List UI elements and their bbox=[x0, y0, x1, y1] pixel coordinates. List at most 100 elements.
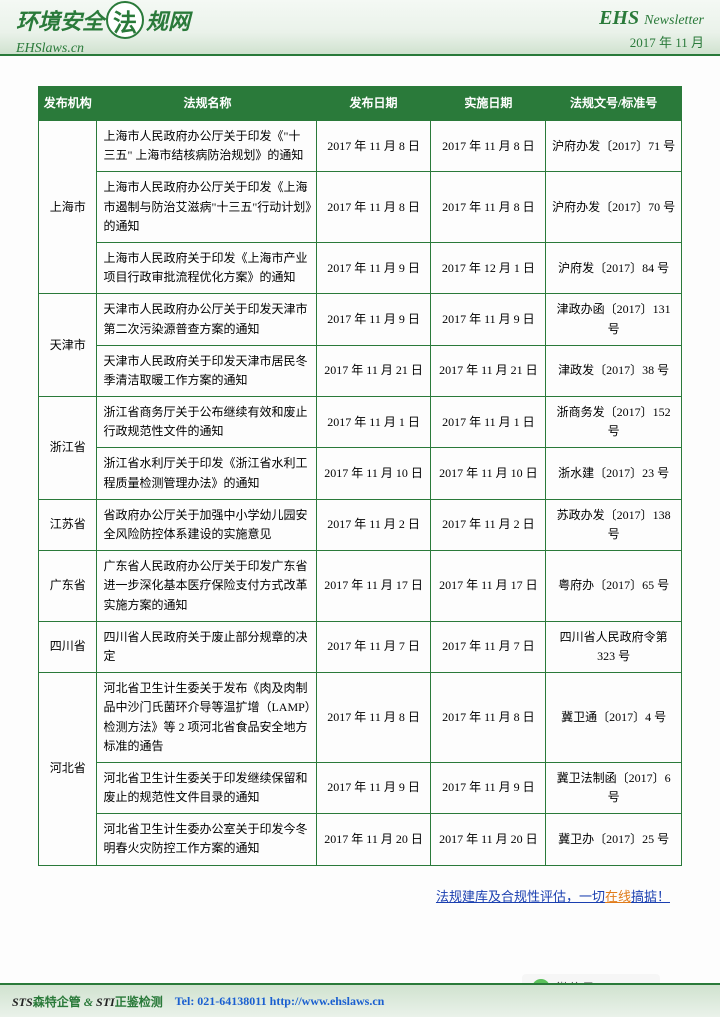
cell-eff-date: 2017 年 11 月 21 日 bbox=[431, 345, 546, 396]
cell-eff-date: 2017 年 11 月 10 日 bbox=[431, 448, 546, 499]
cell-org: 天津市 bbox=[39, 294, 97, 397]
cell-pub-date: 2017 年 11 月 9 日 bbox=[316, 762, 431, 813]
cell-eff-date: 2017 年 11 月 8 日 bbox=[431, 673, 546, 763]
cell-name: 上海市人民政府办公厅关于印发《"十三五" 上海市结核病防治规划》的通知 bbox=[97, 121, 316, 172]
cell-org: 江苏省 bbox=[39, 499, 97, 550]
cell-pub-date: 2017 年 11 月 17 日 bbox=[316, 551, 431, 622]
cell-doc-no: 沪府发〔2017〕84 号 bbox=[546, 242, 682, 293]
th-pub: 发布日期 bbox=[316, 87, 431, 121]
footer-amp: & bbox=[84, 995, 93, 1009]
logo-circle: 法 bbox=[106, 1, 144, 39]
table-row: 广东省广东省人民政府办公厅关于印发广东省进一步深化基本医疗保险支付方式改革实施方… bbox=[39, 551, 682, 622]
cell-eff-date: 2017 年 11 月 17 日 bbox=[431, 551, 546, 622]
th-org: 发布机构 bbox=[39, 87, 97, 121]
cell-doc-no: 浙水建〔2017〕23 号 bbox=[546, 448, 682, 499]
cell-pub-date: 2017 年 11 月 8 日 bbox=[316, 673, 431, 763]
logo-suffix: 规网 bbox=[146, 4, 190, 36]
table-row: 河北省卫生计生委关于印发继续保留和废止的规范性文件目录的通知2017 年 11 … bbox=[39, 762, 682, 813]
cell-name: 四川省人民政府关于废止部分规章的决定 bbox=[97, 621, 316, 672]
cell-doc-no: 冀卫通〔2017〕4 号 bbox=[546, 673, 682, 763]
cell-pub-date: 2017 年 11 月 7 日 bbox=[316, 621, 431, 672]
logo-subtitle: EHSlaws.cn bbox=[16, 41, 190, 57]
cell-pub-date: 2017 年 11 月 8 日 bbox=[316, 172, 431, 243]
table-row: 河北省卫生计生委办公室关于印发今冬明春火灾防控工作方案的通知2017 年 11 … bbox=[39, 814, 682, 865]
footer-left: STS森特企管 & STI正鉴检测 bbox=[12, 993, 163, 1010]
cell-name: 浙江省水利厅关于印发《浙江省水利工程质量检测管理办法》的通知 bbox=[97, 448, 316, 499]
cell-org: 浙江省 bbox=[39, 397, 97, 500]
cell-doc-no: 津政发〔2017〕38 号 bbox=[546, 345, 682, 396]
ehs-text: EHS bbox=[599, 7, 639, 29]
cell-doc-no: 粤府办〔2017〕65 号 bbox=[546, 551, 682, 622]
cell-eff-date: 2017 年 11 月 1 日 bbox=[431, 397, 546, 448]
cell-org: 上海市 bbox=[39, 121, 97, 294]
table-row: 上海市人民政府办公厅关于印发《上海市遏制与防治艾滋病"十三五"行动计划》的通知2… bbox=[39, 172, 682, 243]
bottom-link[interactable]: 法规建库及合规性评估，一切在线搞掂！ bbox=[0, 866, 720, 905]
footer-sti: STI bbox=[96, 995, 115, 1009]
newsletter-text: Newsletter bbox=[644, 13, 704, 28]
cell-name: 上海市人民政府办公厅关于印发《上海市遏制与防治艾滋病"十三五"行动计划》的通知 bbox=[97, 172, 316, 243]
table-body: 上海市上海市人民政府办公厅关于印发《"十三五" 上海市结核病防治规划》的通知20… bbox=[39, 121, 682, 866]
cell-doc-no: 沪府办发〔2017〕70 号 bbox=[546, 172, 682, 243]
cell-pub-date: 2017 年 11 月 9 日 bbox=[316, 294, 431, 345]
cell-pub-date: 2017 年 11 月 20 日 bbox=[316, 814, 431, 865]
cell-name: 天津市人民政府关于印发天津市居民冬季清洁取暖工作方案的通知 bbox=[97, 345, 316, 396]
cell-eff-date: 2017 年 11 月 9 日 bbox=[431, 294, 546, 345]
table-row: 江苏省省政府办公厅关于加强中小学幼儿园安全风险防控体系建设的实施意见2017 年… bbox=[39, 499, 682, 550]
th-name: 法规名称 bbox=[97, 87, 316, 121]
cell-pub-date: 2017 年 11 月 21 日 bbox=[316, 345, 431, 396]
table-row: 上海市上海市人民政府办公厅关于印发《"十三五" 上海市结核病防治规划》的通知20… bbox=[39, 121, 682, 172]
cell-name: 上海市人民政府关于印发《上海市产业项目行政审批流程优化方案》的通知 bbox=[97, 242, 316, 293]
newsletter-date: 2017 年 11 月 bbox=[599, 32, 704, 51]
table-row: 天津市人民政府关于印发天津市居民冬季清洁取暖工作方案的通知2017 年 11 月… bbox=[39, 345, 682, 396]
cell-org: 河北省 bbox=[39, 673, 97, 866]
cell-doc-no: 津政办函〔2017〕131 号 bbox=[546, 294, 682, 345]
cell-eff-date: 2017 年 11 月 9 日 bbox=[431, 762, 546, 813]
cell-name: 广东省人民政府办公厅关于印发广东省进一步深化基本医疗保险支付方式改革实施方案的通… bbox=[97, 551, 316, 622]
cell-name: 河北省卫生计生委关于印发继续保留和废止的规范性文件目录的通知 bbox=[97, 762, 316, 813]
cell-eff-date: 2017 年 11 月 8 日 bbox=[431, 172, 546, 243]
footer-sti-cn: 正鉴检测 bbox=[115, 995, 163, 1009]
cell-pub-date: 2017 年 11 月 10 日 bbox=[316, 448, 431, 499]
cell-eff-date: 2017 年 11 月 7 日 bbox=[431, 621, 546, 672]
cell-name: 天津市人民政府办公厅关于印发天津市第二次污染源普查方案的通知 bbox=[97, 294, 316, 345]
content-area: 发布机构 法规名称 发布日期 实施日期 法规文号/标准号 上海市上海市人民政府办… bbox=[0, 56, 720, 866]
cell-pub-date: 2017 年 11 月 1 日 bbox=[316, 397, 431, 448]
table-row: 上海市人民政府关于印发《上海市产业项目行政审批流程优化方案》的通知 2017 年 … bbox=[39, 242, 682, 293]
table-header-row: 发布机构 法规名称 发布日期 实施日期 法规文号/标准号 bbox=[39, 87, 682, 121]
bottom-t1: 法规建库及合规性评估，一切 bbox=[436, 889, 605, 904]
th-eff: 实施日期 bbox=[431, 87, 546, 121]
page-footer: STS森特企管 & STI正鉴检测 Tel: 021-64138011 http… bbox=[0, 983, 720, 1017]
cell-org: 广东省 bbox=[39, 551, 97, 622]
logo-prefix: 环境安全 bbox=[16, 4, 104, 36]
footer-sts-cn: 森特企管 bbox=[33, 995, 81, 1009]
regulations-table: 发布机构 法规名称 发布日期 实施日期 法规文号/标准号 上海市上海市人民政府办… bbox=[38, 86, 682, 866]
logo-title: 环境安全 法 规网 bbox=[16, 1, 190, 39]
cell-name: 河北省卫生计生委关于发布《肉及肉制品中沙门氏菌环介导等温扩增（LAMP）检测方法… bbox=[97, 673, 316, 763]
logo-block: 环境安全 法 规网 EHSlaws.cn bbox=[16, 1, 190, 57]
cell-doc-no: 冀卫办〔2017〕25 号 bbox=[546, 814, 682, 865]
header-right: EHS Newsletter 2017 年 11 月 bbox=[599, 7, 704, 51]
cell-name: 河北省卫生计生委办公室关于印发今冬明春火灾防控工作方案的通知 bbox=[97, 814, 316, 865]
footer-sts: STS bbox=[12, 995, 33, 1009]
cell-eff-date: 2017 年 11 月 2 日 bbox=[431, 499, 546, 550]
cell-doc-no: 浙商务发〔2017〕152 号 bbox=[546, 397, 682, 448]
table-row: 河北省河北省卫生计生委关于发布《肉及肉制品中沙门氏菌环介导等温扩增（LAMP）检… bbox=[39, 673, 682, 763]
th-doc: 法规文号/标准号 bbox=[546, 87, 682, 121]
cell-eff-date: 2017 年 11 月 20 日 bbox=[431, 814, 546, 865]
page-header: 环境安全 法 规网 EHSlaws.cn EHS Newsletter 2017… bbox=[0, 0, 720, 56]
cell-name: 省政府办公厅关于加强中小学幼儿园安全风险防控体系建设的实施意见 bbox=[97, 499, 316, 550]
table-row: 天津市天津市人民政府办公厅关于印发天津市第二次污染源普查方案的通知2017 年 … bbox=[39, 294, 682, 345]
cell-doc-no: 四川省人民政府令第 323 号 bbox=[546, 621, 682, 672]
cell-name: 浙江省商务厅关于公布继续有效和废止行政规范性文件的通知 bbox=[97, 397, 316, 448]
cell-doc-no: 冀卫法制函〔2017〕6 号 bbox=[546, 762, 682, 813]
bottom-t2: 在线 bbox=[605, 889, 631, 904]
newsletter-title: EHS Newsletter bbox=[599, 7, 704, 30]
cell-pub-date: 2017 年 11 月 2 日 bbox=[316, 499, 431, 550]
cell-eff-date: 2017 年 11 月 8 日 bbox=[431, 121, 546, 172]
cell-eff-date: 2017 年 12 月 1 日 bbox=[431, 242, 546, 293]
cell-pub-date: 2017 年 11 月 8 日 bbox=[316, 121, 431, 172]
table-row: 浙江省水利厅关于印发《浙江省水利工程质量检测管理办法》的通知2017 年 11 … bbox=[39, 448, 682, 499]
cell-doc-no: 沪府办发〔2017〕71 号 bbox=[546, 121, 682, 172]
table-row: 四川省四川省人民政府关于废止部分规章的决定2017 年 11 月 7 日2017… bbox=[39, 621, 682, 672]
bottom-t3: 搞掂！ bbox=[631, 889, 670, 904]
